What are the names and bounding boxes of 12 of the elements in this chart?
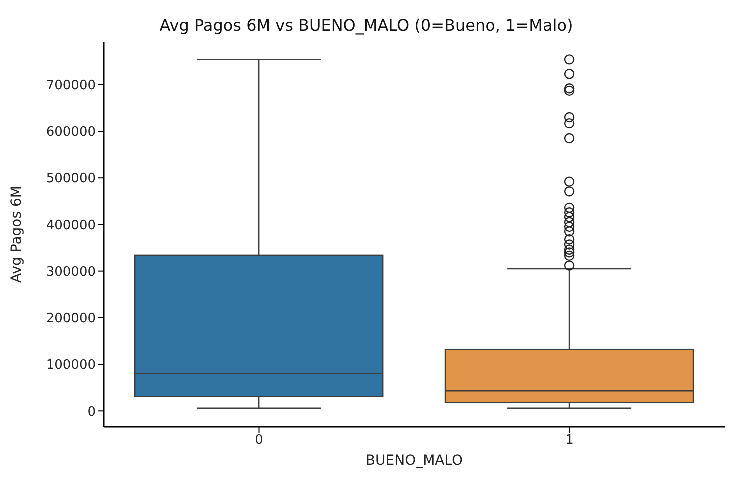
y-tick-label: 0 bbox=[88, 404, 96, 420]
y-tick-label: 500000 bbox=[46, 172, 96, 187]
y-tick-label: 300000 bbox=[46, 264, 96, 280]
y-tick-label: 700000 bbox=[46, 78, 96, 94]
y-axis-title: Avg Pagos 6M bbox=[8, 186, 25, 283]
y-tick-label: 600000 bbox=[46, 125, 96, 140]
y-tick-label: 200000 bbox=[46, 312, 96, 327]
chart-title: Avg Pagos 6M vs BUENO_MALO (0=Bueno, 1=Malo) bbox=[158, 15, 574, 37]
x-axis-title: BUENO_MALO bbox=[366, 453, 464, 469]
y-tick-label: 100000 bbox=[46, 358, 96, 374]
y-tick-label: 400000 bbox=[46, 218, 96, 234]
x-tick-label: 1 bbox=[566, 433, 574, 448]
